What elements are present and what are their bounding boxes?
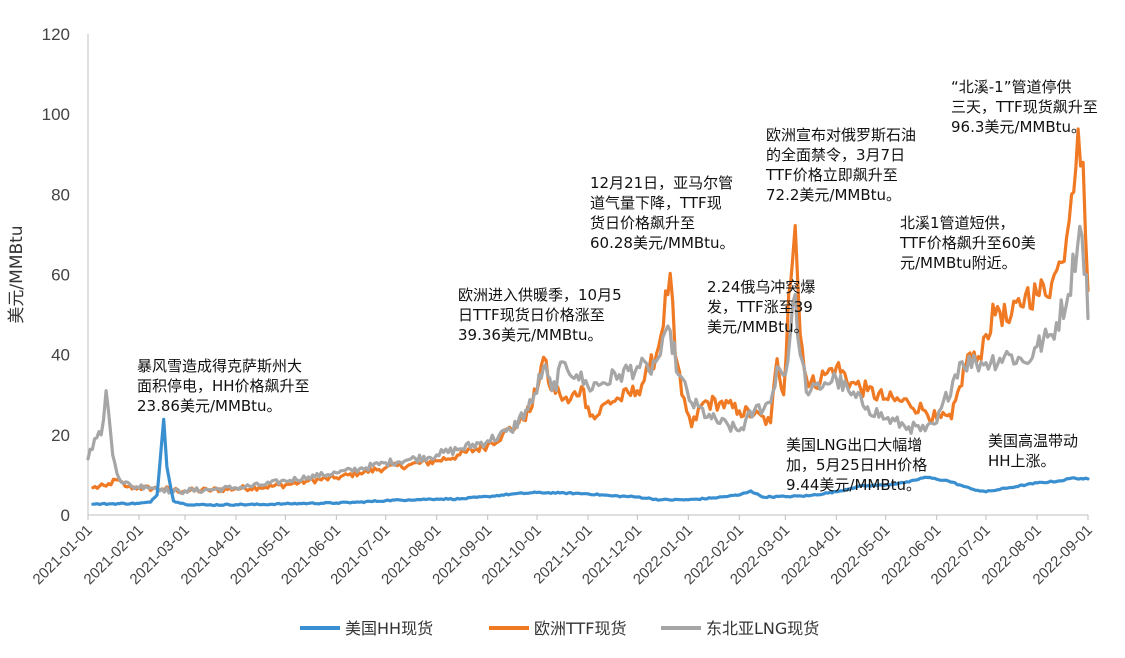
- series-line: [91, 127, 1090, 495]
- y-tick-label: 40: [51, 346, 70, 365]
- legend-label: 欧洲TTF现货: [534, 619, 626, 638]
- legend: 美国HH现货 欧洲TTF现货 东北亚LNG现货: [300, 619, 819, 638]
- y-tick-label: 20: [51, 426, 70, 445]
- legend-label: 美国HH现货: [345, 619, 433, 638]
- annotation: “北溪-1”管道停供三天，TTF现货飙升至 96.3美元/MMBtu。: [951, 78, 1098, 136]
- annotations: 暴风雪造成得克萨斯州大面积停电，HH价格飙升至 23.86美元/MMBtu。 欧洲进…: [137, 78, 1098, 494]
- y-tick-label: 80: [51, 185, 70, 204]
- series-lines: [86, 127, 1090, 508]
- annotation: 美国高温带动 HH上涨。: [988, 432, 1078, 470]
- annotation: 欧洲宣布对俄罗斯石油的全面禁令，3月7日 TTF价格立即飙升至 72.2美元/MMB…: [765, 126, 916, 204]
- annotation: 美国LNG出口大幅增加，5月25日HH价格 9.44美元/MMBtu。: [786, 436, 927, 494]
- y-tick-label: 100: [42, 105, 70, 124]
- annotation: 欧洲进入供暖季，10月5 日TTF现货日价格涨至 39.36美元/MMBtu。: [458, 286, 622, 344]
- annotation: 12月21日，亚马尔管道气量下降，TTF现货日价格飙升至 60.28美元/MMBt…: [590, 174, 735, 252]
- annotation: 暴风雪造成得克萨斯州大面积停电，HH价格飙升至 23.86美元/MMBtu。: [137, 357, 310, 415]
- y-tick-label: 0: [61, 506, 70, 525]
- series-line: [86, 224, 1090, 496]
- series-line: [91, 417, 1090, 508]
- annotation: 2.24俄乌冲突爆发，TTF涨至39 美元/MMBtu。: [707, 278, 815, 336]
- y-tick-label: 60: [51, 266, 70, 285]
- y-axis-label: 美元/MMBtu: [7, 225, 27, 323]
- legend-label: 东北亚LNG现货: [706, 619, 819, 638]
- annotation: 北溪1管道短供， TTF价格飙升至60美元/MMBtu附近。: [899, 214, 1036, 272]
- y-tick-label: 120: [42, 25, 70, 44]
